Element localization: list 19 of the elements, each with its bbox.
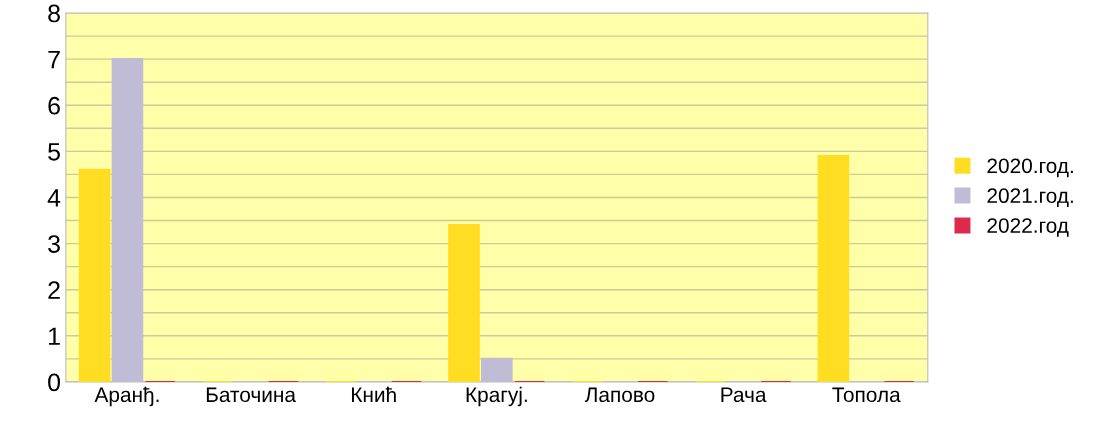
y-tick-label: 1 — [49, 327, 60, 345]
x-tick-label: Крагуј. — [466, 386, 527, 407]
y-tick-label: 8 — [48, 4, 60, 23]
x-tick-label: Баточина — [206, 387, 296, 403]
x-tick-label: Лапово — [584, 387, 655, 403]
x-tick-label: Кнић — [351, 386, 396, 402]
y-tick-label: 5 — [48, 143, 60, 161]
y-tick-label: 3 — [48, 235, 60, 253]
x-tick-label: Топола — [832, 387, 901, 403]
y-tick-label: 0 — [48, 373, 61, 392]
y-tick-label: 4 — [47, 189, 61, 207]
x-tick-label: Рача — [721, 387, 767, 403]
x-tick-label: Аранђ. — [94, 386, 159, 407]
y-tick-label: 6 — [48, 96, 60, 115]
y-tick-label: 2 — [48, 281, 60, 299]
y-tick-label: 7 — [48, 50, 60, 69]
legend-label: 2020.год. — [987, 158, 1073, 178]
legend-label: 2022.год — [987, 218, 1069, 237]
legend-label: 2021.год. — [987, 188, 1073, 208]
